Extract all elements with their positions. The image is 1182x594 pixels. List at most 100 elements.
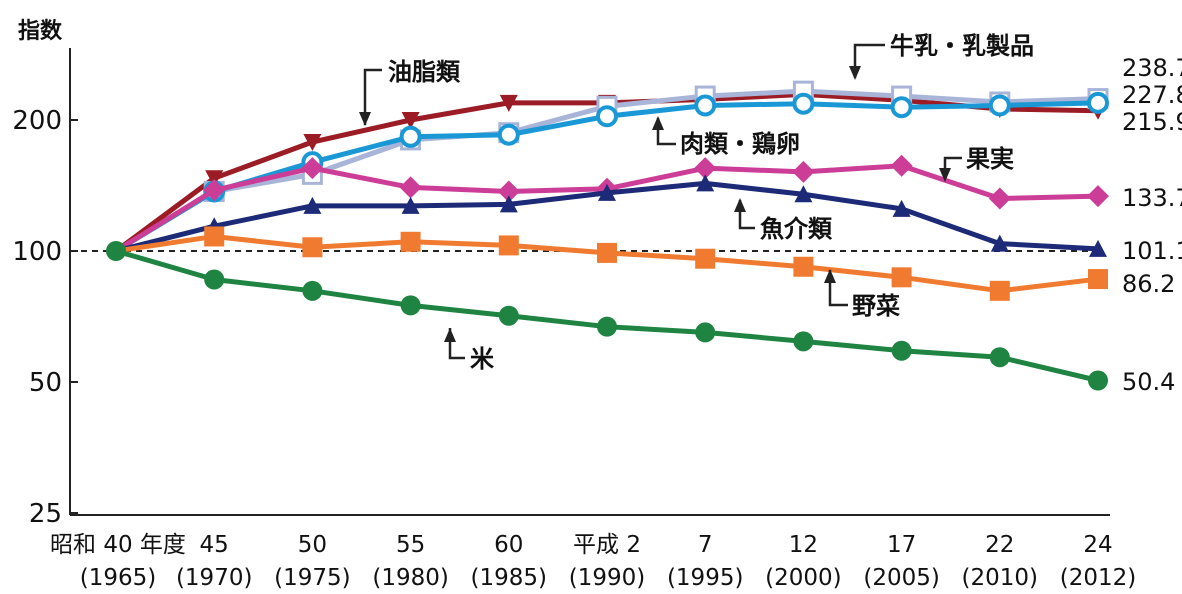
data-point: [694, 94, 717, 117]
x-tick-label: 55: [396, 532, 425, 558]
annotation-milk-label: 牛乳・乳製品: [890, 32, 1034, 60]
data-point: [598, 183, 616, 201]
x-tick-sublabel: (2012): [1060, 565, 1136, 591]
x-tick-label: 7: [698, 532, 713, 558]
data-point: [793, 331, 814, 352]
data-point: [1087, 185, 1109, 208]
data-point: [694, 157, 717, 180]
data-point: [890, 96, 913, 119]
x-tick-label: 60: [494, 532, 523, 558]
data-point: [302, 280, 323, 301]
end-value-label: 227.8: [1122, 81, 1182, 109]
data-point: [400, 231, 421, 252]
data-point: [401, 196, 420, 214]
series-3: [114, 154, 1109, 254]
data-point: [890, 154, 913, 177]
y-tick-label: 25: [29, 499, 62, 529]
x-tick-label: 24: [1083, 532, 1112, 558]
annotation-meat-label: 肉類・鶏卵: [680, 130, 800, 158]
x-tick-sublabel: (1995): [667, 565, 743, 591]
end-value-label: 101.1: [1122, 237, 1182, 265]
data-point: [499, 195, 518, 213]
annotation-oil: 油脂類: [359, 58, 461, 126]
data-point: [989, 347, 1010, 368]
data-point: [891, 340, 912, 361]
data-point: [497, 180, 520, 203]
data-point: [696, 174, 715, 192]
data-point: [792, 92, 815, 115]
end-value-label: 215.9: [1122, 108, 1182, 136]
data-point: [990, 234, 1009, 252]
end-value-label: 238.7: [1122, 54, 1182, 82]
data-point: [792, 160, 815, 183]
x-tick-sublabel: (2000): [765, 565, 841, 591]
series-4: [115, 174, 1107, 257]
data-point: [892, 199, 911, 217]
x-tick-label: 17: [887, 532, 916, 558]
x-tick-label: 50: [298, 532, 327, 558]
data-point: [891, 267, 912, 288]
data-point: [988, 187, 1011, 210]
end-value-label: 86.2: [1122, 270, 1175, 298]
data-point: [399, 176, 422, 199]
data-point: [303, 196, 322, 214]
data-point: [988, 94, 1011, 117]
data-point: [498, 305, 519, 326]
annotation-fruit: 果実: [939, 145, 1014, 182]
data-point: [695, 248, 716, 269]
y-tick-label: 50: [29, 368, 62, 398]
x-tick-sublabel: (1970): [176, 565, 252, 591]
x-tick-sublabel: (2005): [863, 565, 939, 591]
annotation-oil-label: 油脂類: [388, 58, 461, 86]
data-point: [1087, 91, 1109, 114]
y-axis-label: 指数: [18, 18, 63, 44]
x-tick-label: 22: [985, 532, 1014, 558]
data-point: [499, 94, 518, 112]
data-point: [497, 123, 520, 146]
x-tick-label: 昭和 40 年度: [50, 532, 186, 558]
end-value-label: 133.7: [1122, 184, 1182, 212]
data-point: [498, 235, 519, 256]
annotation-milk: 牛乳・乳製品: [849, 32, 1034, 80]
annotation-rice: 米: [444, 328, 494, 373]
x-tick-sublabel: (1990): [569, 565, 645, 591]
series-5: [115, 226, 1108, 301]
data-point: [1089, 239, 1107, 257]
x-tick-label: 平成 2: [573, 532, 641, 558]
data-point: [204, 226, 225, 247]
annotation-fish-label: 魚介類: [760, 215, 833, 243]
data-point: [401, 112, 420, 129]
annotation-veg: 野菜: [824, 269, 900, 320]
data-point: [794, 185, 813, 203]
data-point: [400, 295, 421, 316]
data-point: [301, 157, 324, 180]
annotation-rice-label: 米: [470, 345, 494, 373]
annotation-meat: 肉類・鶏卵: [652, 116, 800, 158]
data-point: [205, 170, 224, 188]
data-point: [596, 105, 618, 128]
annotation-fish: 魚介類: [734, 198, 833, 243]
data-point: [597, 316, 617, 337]
data-point: [204, 269, 225, 290]
x-tick-sublabel: (1985): [471, 565, 547, 591]
x-tick-sublabel: (1980): [372, 565, 448, 591]
data-point: [597, 242, 617, 263]
annotation-veg-label: 野菜: [852, 292, 900, 320]
data-point: [302, 237, 323, 258]
data-point: [989, 280, 1010, 301]
series-6: [115, 248, 1108, 391]
y-tick-label: 200: [12, 106, 62, 136]
x-tick-label: 45: [200, 532, 229, 558]
data-point: [695, 322, 716, 343]
data-point: [793, 256, 814, 277]
y-tick-label: 100: [12, 237, 62, 267]
data-point: [399, 125, 422, 148]
x-tick-sublabel: (2010): [962, 565, 1038, 591]
data-point: [203, 179, 226, 202]
x-tick-sublabel: (1975): [274, 565, 350, 591]
annotation-fruit-label: 果実: [966, 145, 1014, 173]
data-point: [303, 134, 322, 152]
series-line: [115, 248, 1099, 383]
end-value-label: 50.4: [1122, 368, 1175, 396]
